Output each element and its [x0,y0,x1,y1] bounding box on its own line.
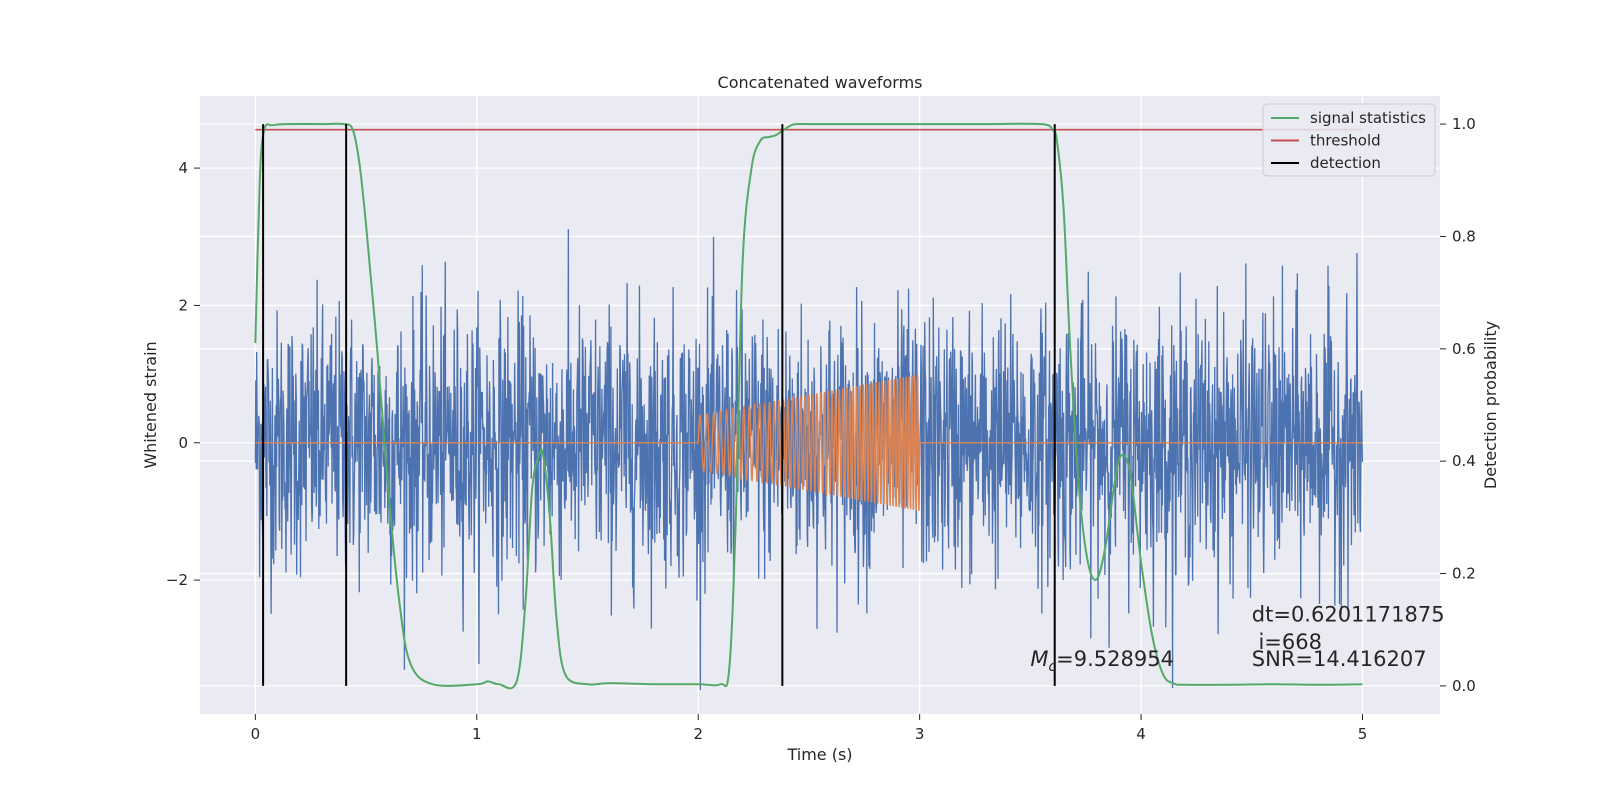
x-tick-label: 2 [693,725,703,743]
annotation-subscript: c [1048,659,1056,675]
annotation-text: Mc=9.528954 [1030,647,1174,675]
injection-series-line [255,374,1363,511]
y-tick-label: 0 [178,434,188,452]
y-tick-label: −2 [166,571,188,589]
x-tick-label: 3 [915,725,925,743]
y2-tick-label: 1.0 [1452,115,1476,133]
annotation-text: SNR=14.416207 [1252,647,1427,671]
y2-tick-label: 0.4 [1452,452,1476,470]
legend-label: signal statistics [1310,109,1426,127]
x-tick-label: 5 [1358,725,1368,743]
x-axis-label: Time (s) [786,745,852,764]
y2-axis-label: Detection probability [1481,321,1500,489]
annotation-base: M [1030,647,1048,671]
annotation-value: =9.528954 [1056,647,1174,671]
data-layer [254,122,1364,690]
legend: signal statistics threshold detection [1262,103,1436,177]
y2-tick-label: 0.2 [1452,565,1476,583]
chart-title: Concatenated waveforms [718,73,923,92]
legend-label: threshold [1310,132,1381,150]
y2-tick-label: 0.6 [1452,340,1476,358]
axes: 0 1 2 3 4 5 −2 0 2 4 0.0 0.2 0.4 0.6 0.8 1.0 [166,115,1476,743]
noise-series-line [254,229,1364,690]
annotation-text: i=668 [1252,630,1322,654]
signal-statistics-line [254,122,1363,690]
x-tick-label: 1 [472,725,482,743]
y2-tick-label: 0.0 [1452,677,1476,695]
x-tick-label: 4 [1136,725,1146,743]
annotation-text: dt=0.6201171875 [1252,602,1445,626]
y-tick-label: 4 [178,159,188,177]
legend-box [1262,103,1436,177]
legend-label: detection [1310,154,1381,172]
y2-tick-label: 0.8 [1452,227,1476,245]
x-tick-label: 0 [251,725,261,743]
y-tick-label: 2 [178,296,188,314]
y-axis-label: Whitened strain [141,341,160,468]
